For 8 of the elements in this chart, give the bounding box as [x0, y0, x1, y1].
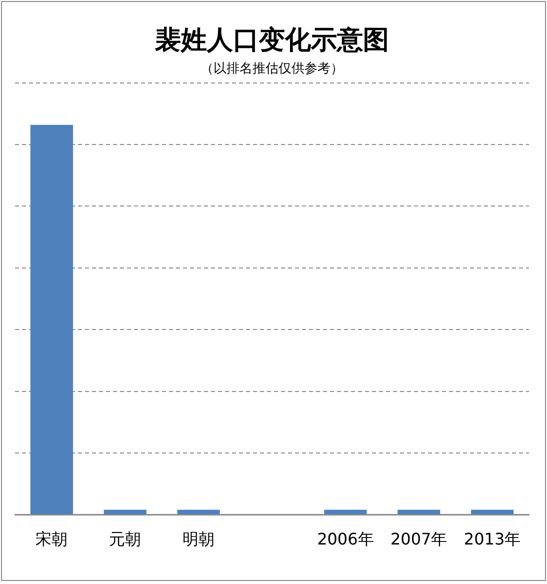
x-tick-label: 2013年: [464, 530, 521, 549]
chart-title: 裴姓人口变化示意图: [154, 25, 389, 54]
x-tick-label: 2007年: [390, 530, 448, 549]
x-tick-label: 宋朝: [36, 530, 68, 549]
x-tick-label: 2006年: [317, 530, 374, 549]
x-tick-label: 元朝: [109, 530, 142, 549]
chart-subtitle: （以排名推估仅供参考）: [200, 61, 344, 76]
x-tick-label: 明朝: [182, 530, 215, 549]
